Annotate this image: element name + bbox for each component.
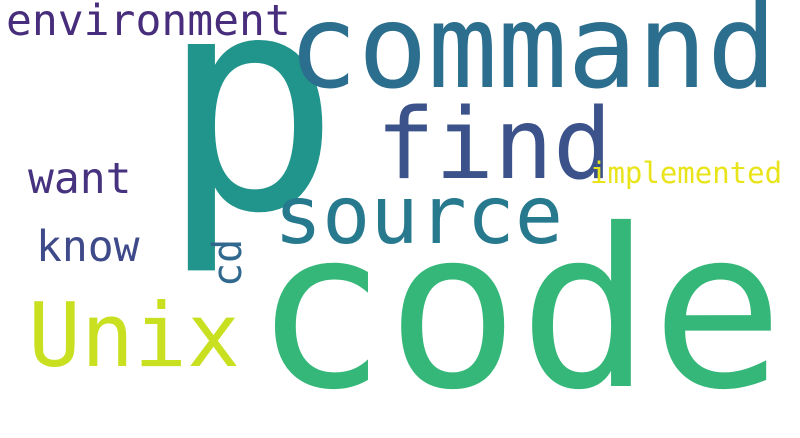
word-want: want [28, 154, 132, 204]
word-know: know [36, 222, 140, 272]
word-cloud: p command code find source Unix environm… [6, 0, 784, 420]
word-find: find [376, 88, 613, 202]
word-implemented: implemented [590, 156, 783, 190]
word-cd: cd [205, 238, 251, 287]
word-unix: Unix [28, 284, 240, 387]
word-p: p [160, 0, 341, 279]
word-code: code [254, 182, 784, 438]
word-source: source [274, 169, 563, 262]
word-command: command [288, 0, 777, 115]
word-environment: environment [6, 0, 291, 46]
